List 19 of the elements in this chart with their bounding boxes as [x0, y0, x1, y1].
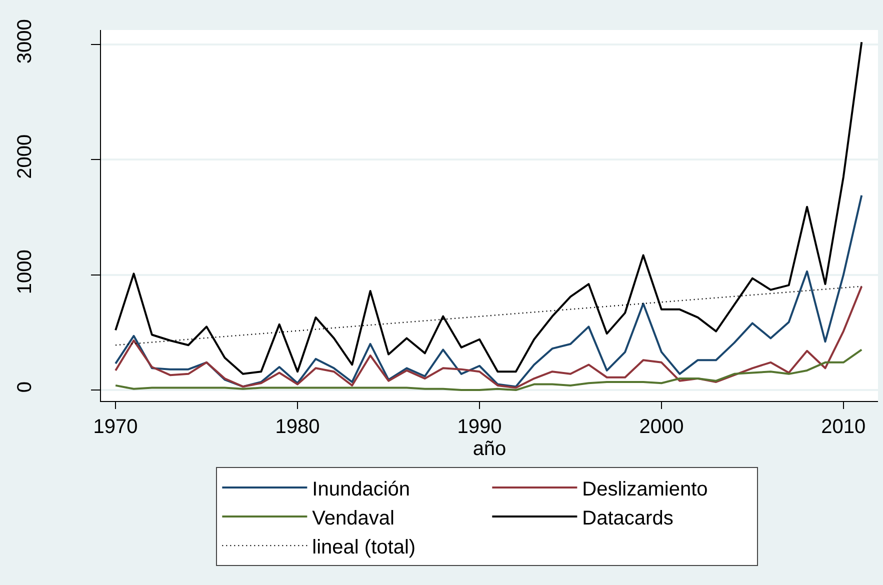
line-series: [114, 194, 863, 388]
legend-label: Deslizamiento: [582, 478, 708, 500]
x-tick-label: 2000: [639, 416, 684, 438]
x-axis-title: año: [472, 438, 506, 460]
y-tick-label: 2000: [14, 134, 36, 179]
y-tick-label: 1000: [14, 250, 36, 294]
y-tick-label: 0: [14, 381, 36, 393]
line-series: [114, 41, 863, 375]
legend-label: Inundación: [312, 478, 410, 500]
legend-label: Datacards: [582, 507, 674, 530]
x-tick-label: 1980: [275, 416, 320, 438]
line-series: [114, 285, 863, 389]
y-tick-label: 3000: [14, 19, 36, 64]
legend-label: Vendaval: [312, 507, 394, 530]
x-tick-label: 1990: [457, 416, 502, 438]
x-tick-label: 1970: [93, 416, 138, 438]
line-series: [114, 348, 863, 392]
legend-label: lineal (total): [312, 536, 416, 558]
x-tick-label: 2010: [821, 416, 866, 438]
